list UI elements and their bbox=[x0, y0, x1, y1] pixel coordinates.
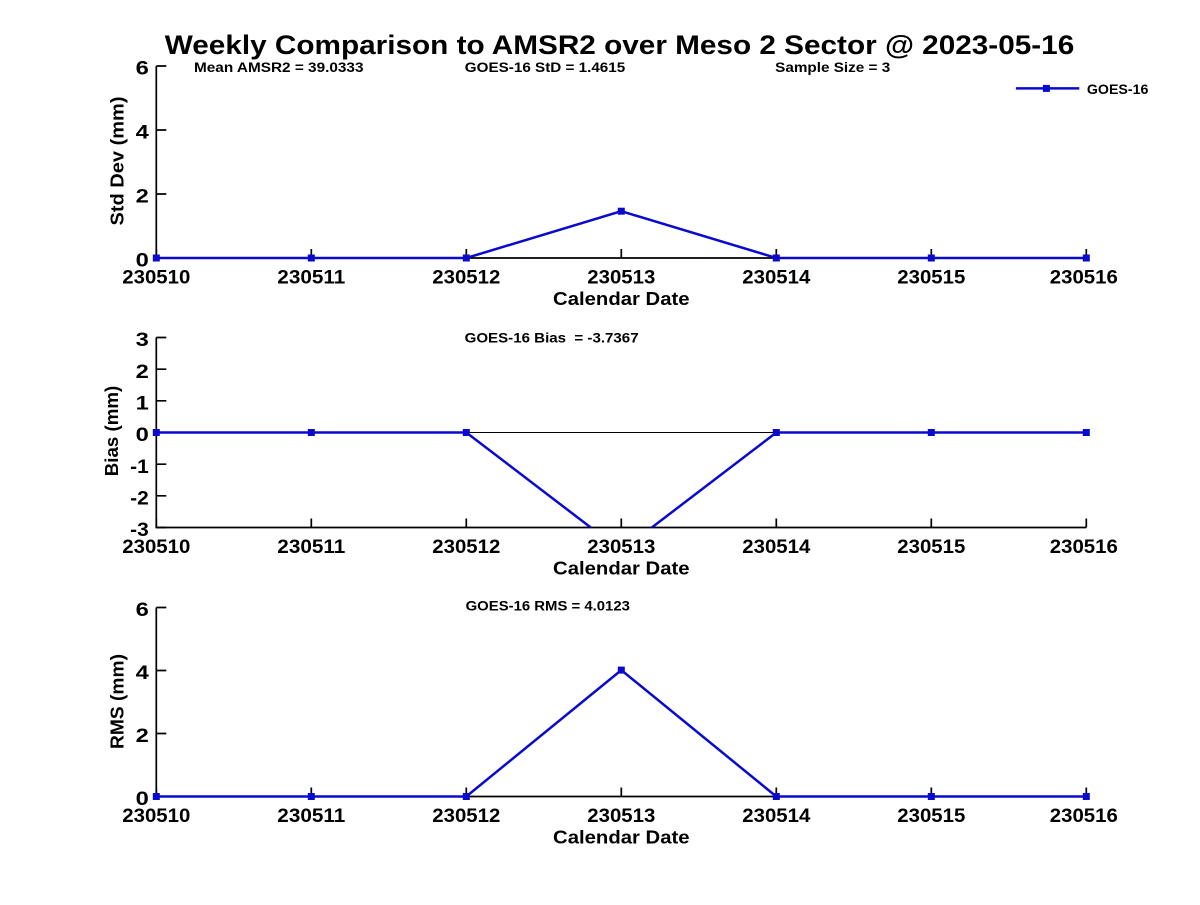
svg-text:230515: 230515 bbox=[897, 805, 965, 827]
svg-text:230511: 230511 bbox=[277, 536, 345, 558]
svg-text:230510: 230510 bbox=[122, 805, 190, 827]
svg-text:230510: 230510 bbox=[122, 536, 190, 558]
svg-text:4: 4 bbox=[136, 662, 149, 684]
svg-text:0: 0 bbox=[136, 788, 149, 810]
svg-text:4: 4 bbox=[136, 122, 149, 144]
svg-text:2: 2 bbox=[136, 186, 149, 208]
svg-text:230515: 230515 bbox=[897, 267, 965, 289]
svg-text:1: 1 bbox=[136, 393, 149, 415]
svg-text:0: 0 bbox=[136, 250, 149, 272]
svg-text:-2: -2 bbox=[130, 488, 149, 510]
svg-text:-1: -1 bbox=[130, 456, 149, 478]
svg-text:GOES-16 RMS = 4.0123: GOES-16 RMS = 4.0123 bbox=[466, 597, 630, 613]
svg-text:Bias (mm): Bias (mm) bbox=[101, 386, 122, 477]
svg-text:Mean AMSR2 = 39.0333: Mean AMSR2 = 39.0333 bbox=[194, 59, 364, 75]
svg-text:GOES-16 StD = 1.4615: GOES-16 StD = 1.4615 bbox=[465, 59, 626, 75]
svg-text:230512: 230512 bbox=[432, 267, 500, 289]
svg-text:Sample Size = 3: Sample Size = 3 bbox=[775, 59, 890, 75]
svg-text:230513: 230513 bbox=[587, 267, 655, 289]
svg-text:6: 6 bbox=[136, 599, 149, 621]
svg-text:6: 6 bbox=[136, 58, 149, 80]
svg-text:230511: 230511 bbox=[277, 805, 345, 827]
svg-text:230512: 230512 bbox=[432, 536, 500, 558]
svg-text:RMS (mm): RMS (mm) bbox=[107, 654, 128, 749]
svg-text:230516: 230516 bbox=[1050, 267, 1118, 289]
svg-text:230513: 230513 bbox=[587, 536, 655, 558]
svg-text:3: 3 bbox=[136, 329, 149, 351]
svg-text:GOES-16 Bias = -3.7367: GOES-16 Bias = -3.7367 bbox=[465, 330, 639, 346]
svg-text:230514: 230514 bbox=[742, 267, 810, 289]
svg-text:230516: 230516 bbox=[1050, 536, 1118, 558]
svg-text:230516: 230516 bbox=[1050, 805, 1118, 827]
svg-text:Weekly Comparison to AMSR2 ove: Weekly Comparison to AMSR2 over Meso 2 S… bbox=[165, 29, 1075, 60]
svg-text:230511: 230511 bbox=[277, 267, 345, 289]
svg-text:GOES-16: GOES-16 bbox=[1087, 82, 1149, 98]
svg-text:Calendar Date: Calendar Date bbox=[553, 827, 690, 848]
svg-text:230510: 230510 bbox=[122, 267, 190, 289]
svg-text:230515: 230515 bbox=[897, 536, 965, 558]
svg-text:-3: -3 bbox=[130, 519, 149, 541]
svg-text:230514: 230514 bbox=[742, 536, 810, 558]
svg-text:2: 2 bbox=[136, 361, 149, 383]
svg-text:230512: 230512 bbox=[432, 805, 500, 827]
svg-text:Std Dev (mm): Std Dev (mm) bbox=[107, 97, 128, 226]
svg-text:230513: 230513 bbox=[587, 805, 655, 827]
svg-text:0: 0 bbox=[136, 424, 149, 446]
svg-text:230514: 230514 bbox=[742, 805, 810, 827]
svg-text:Calendar Date: Calendar Date bbox=[553, 288, 690, 309]
svg-text:2: 2 bbox=[136, 725, 149, 747]
svg-text:Calendar Date: Calendar Date bbox=[553, 558, 690, 579]
